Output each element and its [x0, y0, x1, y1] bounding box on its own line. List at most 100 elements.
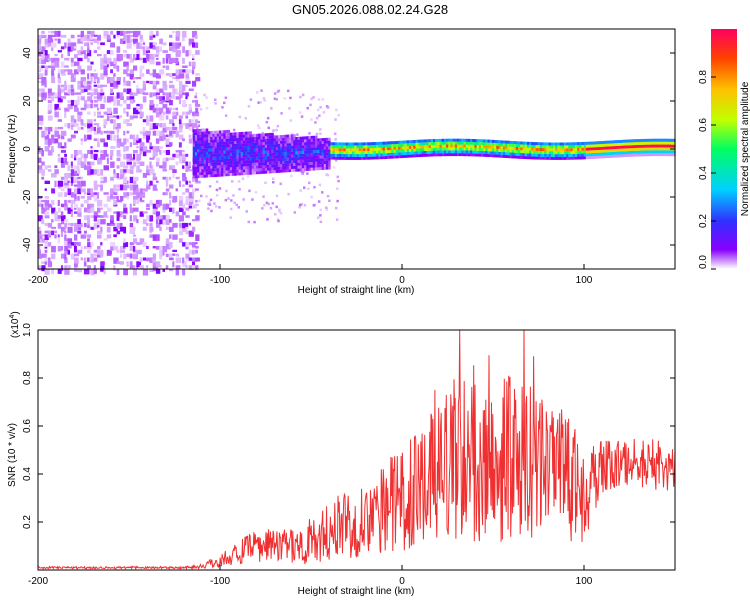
- spectrogram-cell: [260, 150, 263, 154]
- spectrogram-cell: [119, 222, 123, 227]
- spectrogram-cell: [301, 148, 305, 151]
- spectrogram-cell: [218, 133, 222, 137]
- spectrogram-cell: [113, 80, 119, 88]
- spectrogram-cell: [175, 73, 181, 79]
- spectrogram-cell: [657, 150, 661, 154]
- spectrogram-cell: [210, 174, 213, 178]
- spectrogram-cell: [80, 69, 85, 75]
- spectrogram-cell: [159, 146, 163, 149]
- spectrogram-cell: [391, 141, 394, 145]
- spectrogram-cell: [232, 167, 235, 170]
- spectrogram-cell: [80, 203, 84, 208]
- spectrogram-cell: [262, 150, 266, 154]
- spectrogram-cell: [221, 153, 224, 157]
- spectrogram-cell: [293, 151, 296, 155]
- spectrogram-cell: [216, 162, 220, 166]
- spectrogram-cell: [245, 148, 248, 152]
- spectrogram-cell: [310, 97, 313, 101]
- spectrogram-cell: [657, 153, 661, 157]
- spectrogram-cell: [178, 142, 182, 148]
- spectrogram-cell: [47, 150, 53, 156]
- spectrogram-cell: [129, 73, 134, 80]
- spectrogram-cell: [51, 146, 54, 152]
- spectrogram-cell: [139, 211, 144, 217]
- spectrogram-cell: [216, 145, 220, 148]
- spectrogram-cell: [288, 163, 292, 167]
- spectrogram-cell: [218, 162, 222, 166]
- spectrogram-cell: [267, 133, 270, 137]
- spectrogram-cell: [139, 142, 145, 148]
- spectrogram-cell: [225, 164, 228, 168]
- spectrogram-cell: [201, 163, 204, 167]
- spectrogram-cell: [258, 145, 261, 149]
- spectrogram-cell: [653, 153, 656, 157]
- spectrogram-cell: [87, 30, 92, 35]
- spectrogram-cell: [321, 146, 325, 150]
- spectrogram-cell: [90, 257, 94, 263]
- spectrogram-cell: [323, 146, 327, 150]
- spectrogram-cell: [376, 153, 379, 157]
- spectrogram-cell: [192, 146, 196, 150]
- spectrogram-cell: [77, 92, 82, 95]
- spectrogram-cell: [155, 222, 161, 228]
- spectrogram-cell: [110, 188, 115, 195]
- spectrogram-cell: [162, 50, 168, 53]
- spectrogram-cell: [273, 167, 276, 171]
- spectrogram-cell: [570, 151, 573, 154]
- spectrogram-cell: [162, 111, 166, 116]
- spectrogram-cell: [404, 140, 407, 144]
- spectrogram-cell: [203, 168, 207, 172]
- spectrogram-cell: [247, 220, 250, 224]
- spectrogram-cell: [142, 146, 148, 152]
- spectrogram-cell: [149, 100, 154, 106]
- spectrogram-cell: [273, 141, 276, 145]
- spectrogram-cell: [579, 150, 582, 154]
- spectrogram-cell: [38, 203, 42, 207]
- spectrogram-cell: [136, 165, 140, 172]
- spectrogram-cell: [577, 145, 580, 148]
- spectrogram-cell: [116, 196, 119, 201]
- spectrogram-cell: [483, 139, 486, 143]
- snr-y-ticks: 0.20.40.60.81.0: [22, 323, 675, 529]
- spectrogram-cell: [185, 50, 189, 57]
- spectrogram-cell: [293, 157, 296, 161]
- spectrogram-cell: [249, 163, 252, 166]
- spectrogram-cell: [273, 170, 276, 174]
- spectrogram-cell: [673, 141, 676, 145]
- spectrogram-cell: [288, 140, 292, 144]
- spectrogram-cell: [216, 139, 220, 143]
- spectrogram-cell: [487, 148, 490, 152]
- colorbar-tick-label: 0.2: [698, 214, 709, 228]
- spectrogram-cell: [267, 170, 270, 174]
- spectrogram-cell: [607, 143, 611, 147]
- spectrogram-cell: [116, 65, 120, 72]
- spectrogram-cell: [653, 150, 656, 154]
- spectrogram-cell: [214, 153, 217, 157]
- spectrogram-cell: [668, 138, 672, 142]
- spectrogram-cell: [247, 166, 250, 169]
- spectrogram-cell: [290, 174, 293, 178]
- spectrogram-cell: [247, 160, 250, 164]
- spectrogram-cell: [159, 115, 165, 121]
- spectrogram-cell: [77, 188, 82, 195]
- spectrogram-cell: [282, 169, 285, 173]
- spectrogram-cell: [298, 111, 302, 114]
- spectrogram-cell: [159, 46, 162, 52]
- spectrogram-cell: [245, 151, 248, 155]
- spectrogram-cell: [38, 115, 44, 121]
- spectrogram-cell: [155, 203, 161, 208]
- spectrogram-cell: [330, 147, 333, 151]
- spectrogram-cell: [70, 46, 77, 51]
- spectrogram-cell: [129, 34, 134, 37]
- spectrogram-cell: [323, 143, 327, 147]
- spectrogram-cell: [579, 142, 582, 146]
- spectrogram-cell: [671, 141, 674, 145]
- spectrogram-cell: [325, 208, 328, 211]
- spectrogram-cell: [618, 151, 622, 155]
- spectrogram-cell: [360, 153, 364, 157]
- spectrogram-cell: [260, 159, 263, 163]
- spectrogram-cell: [90, 188, 93, 193]
- spectrogram-cell: [640, 141, 643, 145]
- spectrogram-cell: [502, 152, 506, 155]
- spectrogram-cell: [629, 142, 632, 146]
